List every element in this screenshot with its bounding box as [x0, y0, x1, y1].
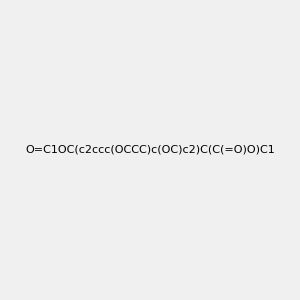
Text: O=C1OC(c2ccc(OCCC)c(OC)c2)C(C(=O)O)C1: O=C1OC(c2ccc(OCCC)c(OC)c2)C(C(=O)O)C1 — [25, 145, 275, 155]
